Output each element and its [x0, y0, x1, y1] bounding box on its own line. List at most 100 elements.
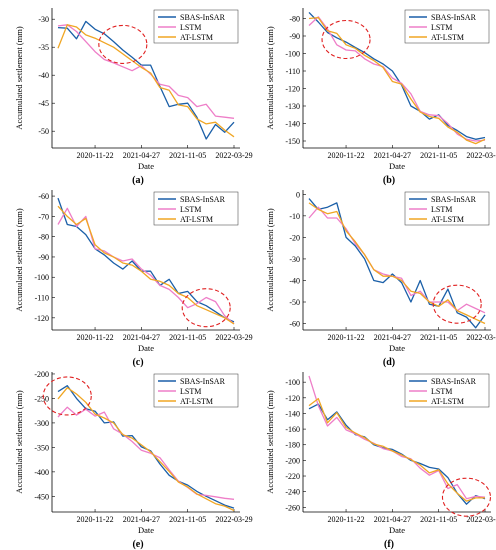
x-axis-label: Date [138, 525, 154, 535]
legend-label-atlstm: AT-LSTM [180, 215, 213, 224]
highlight-circle [42, 376, 92, 416]
x-tick-label: 2021-11-05 [420, 333, 457, 342]
highlight-circle [441, 477, 492, 517]
x-tick-label: 2021-11-05 [169, 333, 206, 342]
x-axis-label: Date [389, 343, 405, 353]
x-tick-label: 2020-11-22 [328, 151, 365, 160]
y-tick-label: -60 [38, 192, 49, 201]
y-tick-label: -120 [34, 314, 49, 323]
series-line-sbas [308, 11, 486, 140]
series-line-atlstm [57, 24, 235, 138]
legend-label-atlstm: AT-LSTM [431, 215, 464, 224]
y-tick-label: -40 [289, 276, 300, 285]
y-tick-label: -10 [289, 212, 300, 221]
y-tick-label: -120 [285, 394, 300, 403]
chart-panel: 0 -10 -20 -30 -40 -50 -60 2020-11-22 2021-04-27 2… [265, 190, 496, 368]
legend-label-lstm: LSTM [180, 205, 201, 214]
chart-panel: -60 -70 -80 -90 -100 -110 -120 2020-11-22 2021-0… [14, 190, 253, 368]
legend-label-lstm: LSTM [431, 23, 452, 32]
y-tick-label: -250 [34, 394, 49, 403]
y-tick-label: -100 [285, 378, 300, 387]
highlight-circle [321, 19, 371, 60]
y-tick-label: -100 [285, 50, 300, 59]
x-tick-label: 2020-11-22 [328, 515, 365, 524]
y-axis-label: Accumulated settlement (mm) [14, 208, 24, 312]
highlight-circle [432, 284, 482, 324]
series-line-atlstm [308, 397, 485, 502]
series-line-lstm [308, 375, 486, 500]
x-tick-label: 2020-11-22 [77, 515, 114, 524]
x-tick-label: 2021-04-27 [123, 333, 160, 342]
y-tick-label: -200 [285, 456, 300, 465]
x-axis-label: Date [389, 161, 405, 171]
y-axis-label: Accumulated settlement (mm) [265, 390, 275, 494]
series-line-lstm [308, 16, 486, 142]
series-line-atlstm [57, 387, 235, 512]
y-tick-label: -110 [35, 294, 49, 303]
legend-label-lstm: LSTM [180, 23, 201, 32]
x-tick-label: 2022-03-29 [466, 515, 496, 524]
y-tick-label: -140 [285, 409, 300, 418]
y-tick-label: -300 [34, 419, 49, 428]
panel-caption: (a) [132, 175, 144, 186]
y-tick-label: -90 [38, 253, 49, 262]
y-axis-label: Accumulated settlement (mm) [14, 390, 24, 494]
chart-panel: -100 -120 -140 -160 -180 -200 -220 -240 -260 2020… [265, 372, 496, 550]
legend-label-lstm: LSTM [180, 387, 201, 396]
x-axis-label: Date [138, 161, 154, 171]
y-tick-label: -100 [34, 273, 49, 282]
legend-label-sbas: SBAS-InSAR [431, 377, 477, 386]
legend-label-sbas: SBAS-InSAR [180, 13, 226, 22]
y-tick-label: -80 [38, 233, 49, 242]
legend-label-sbas: SBAS-InSAR [431, 195, 477, 204]
x-tick-label: 2020-11-22 [77, 151, 114, 160]
y-tick-label: -140 [285, 120, 300, 129]
x-tick-label: 2021-04-27 [374, 333, 411, 342]
y-tick-label: -220 [285, 472, 300, 481]
x-tick-label: 2022-03-29 [215, 151, 252, 160]
series-line-atlstm [308, 16, 486, 145]
legend-label-sbas: SBAS-InSAR [180, 195, 226, 204]
series-line-sbas [57, 197, 235, 323]
x-tick-label: 2021-04-27 [123, 151, 160, 160]
y-tick-label: -150 [285, 137, 300, 146]
chart-panel: -30 -35 -40 -45 -50 2020-11-22 2021-04-27 2021-… [14, 8, 253, 186]
x-tick-label: 2022-03-29 [466, 151, 496, 160]
y-tick-label: -80 [289, 15, 300, 24]
y-tick-label: -70 [38, 212, 49, 221]
panel-caption: (b) [383, 175, 395, 186]
legend-label-lstm: LSTM [431, 387, 452, 396]
y-tick-label: -450 [34, 492, 49, 501]
y-tick-label: -200 [34, 370, 49, 379]
x-tick-label: 2021-11-05 [420, 151, 457, 160]
y-axis-label: Accumulated settlement (mm) [265, 26, 275, 130]
x-tick-label: 2022-03-29 [466, 333, 496, 342]
panel-caption: (e) [132, 539, 143, 550]
x-tick-label: 2022-03-29 [215, 515, 252, 524]
y-tick-label: -160 [285, 425, 300, 434]
y-tick-label: -110 [286, 67, 300, 76]
y-tick-label: -260 [285, 503, 300, 512]
legend-label-atlstm: AT-LSTM [431, 397, 464, 406]
chart-panel: -200 -250 -300 -350 -400 -450 2020-11-22 2021-0… [14, 370, 253, 550]
highlight-circle [98, 24, 148, 64]
legend-label-sbas: SBAS-InSAR [180, 377, 226, 386]
chart-panel: -80 -90 -100 -110 -120 -130 -140 -150 2020-11-22… [265, 8, 496, 186]
y-tick-label: -45 [38, 99, 49, 108]
x-tick-label: 2021-04-27 [374, 151, 411, 160]
series-line-sbas [57, 20, 235, 140]
legend-label-sbas: SBAS-InSAR [431, 13, 477, 22]
y-tick-label: -180 [285, 441, 300, 450]
y-tick-label: -50 [289, 298, 300, 307]
x-tick-label: 2021-11-05 [169, 151, 206, 160]
panel-caption: (f) [384, 539, 394, 550]
y-tick-label: -90 [289, 32, 300, 41]
legend-label-atlstm: AT-LSTM [431, 33, 464, 42]
y-tick-label: -350 [34, 443, 49, 452]
series-line-atlstm [57, 205, 235, 325]
x-axis-label: Date [138, 343, 154, 353]
y-tick-label: -30 [289, 255, 300, 264]
x-tick-label: 2022-03-29 [215, 333, 252, 342]
y-tick-label: -50 [38, 127, 49, 136]
